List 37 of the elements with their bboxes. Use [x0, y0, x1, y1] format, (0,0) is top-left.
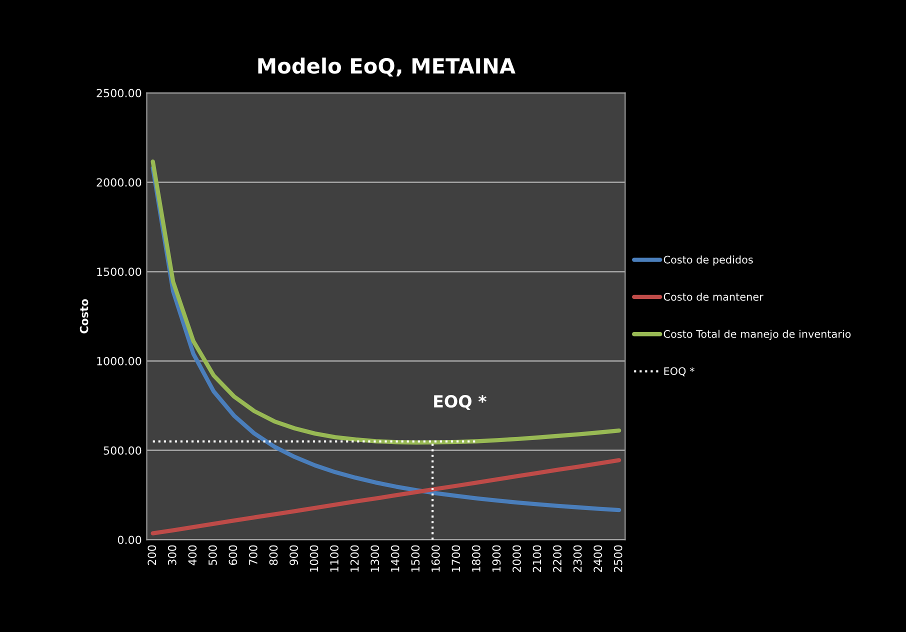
x-tick-label: 1100: [330, 545, 339, 572]
x-tick-label: 1600: [431, 545, 440, 572]
y-tick-label: 1500.00: [97, 268, 142, 276]
x-tick-label: 1200: [350, 545, 359, 572]
legend-label: Costo de pedidos: [664, 256, 753, 266]
x-tick-label: 600: [228, 545, 238, 566]
legend-label: Costo Total de manejo de inventario: [664, 330, 851, 340]
x-tick-label: 2300: [573, 545, 582, 572]
x-tick-label: 900: [290, 545, 298, 566]
y-tick-label: 500.00: [104, 446, 142, 455]
chart-title: Modelo EoQ, METAINA: [258, 58, 516, 76]
x-tick-label: 2500: [614, 545, 622, 572]
y-tick-label: 2000.00: [96, 178, 142, 187]
legend-label: Costo de mantener: [664, 292, 764, 301]
x-tick-label: 1400: [390, 545, 400, 572]
x-tick-label: 2100: [532, 545, 542, 572]
x-tick-label: 1000: [310, 545, 318, 572]
y-tick-label: 0.00: [118, 536, 142, 544]
annotation: EOQ *: [434, 395, 486, 410]
x-tick-label: 400: [188, 545, 197, 566]
x-tick-label: 2200: [553, 545, 562, 572]
x-tick-label: 1300: [370, 545, 380, 572]
legend-label: EOQ *: [664, 367, 694, 376]
x-tick-label: 1700: [452, 545, 460, 572]
x-tick-label: 1900: [492, 545, 501, 572]
x-tick-label: 1800: [472, 545, 480, 572]
x-tick-label: 1500: [411, 545, 420, 572]
x-tick-label: 2000: [512, 545, 521, 572]
y-axis-title: Costo: [80, 299, 88, 334]
x-tick-label: 500: [208, 545, 217, 565]
y-tick-label: 1000.00: [97, 356, 142, 366]
x-tick-label: 200: [148, 545, 156, 565]
x-tick-label: 300: [168, 545, 176, 565]
x-tick-label: 2400: [594, 545, 602, 572]
x-tick-label: 800: [269, 545, 278, 566]
x-tick-label: 700: [249, 545, 258, 565]
y-tick-label: 2500.00: [96, 88, 142, 98]
